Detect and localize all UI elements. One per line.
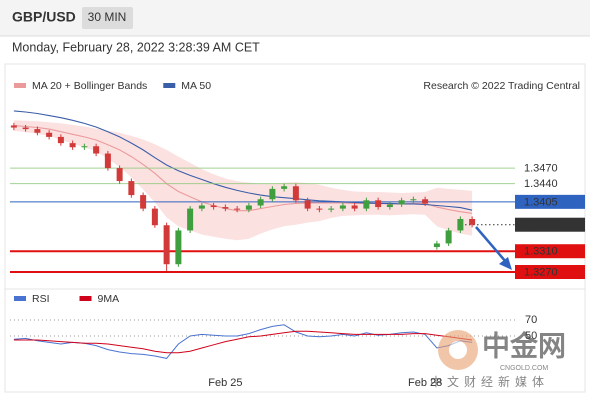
candle-body (46, 132, 53, 137)
candle-body (187, 208, 194, 231)
candle-body (34, 129, 41, 133)
price-label-box (515, 217, 585, 232)
watermark-logo-inner (449, 341, 467, 359)
candle-body (422, 199, 429, 204)
watermark: 中金网 CNGOLD.COM 中文财经新媒体 (430, 329, 566, 389)
candle-body (151, 208, 158, 226)
price-label-box (515, 265, 585, 280)
candle-body (363, 200, 370, 209)
price-label: 1.3270 (524, 266, 558, 278)
source: Research © 2022 Trading Central (423, 80, 580, 92)
legend-label: RSI (32, 293, 50, 305)
candle-body (304, 200, 311, 209)
candle-body (386, 204, 393, 208)
candle-body (269, 188, 276, 200)
price-label: 1.3470 (524, 162, 558, 174)
timeframe-badge[interactable] (82, 7, 133, 29)
candle-body (116, 168, 123, 182)
candle-body (457, 219, 464, 231)
candle-body (210, 205, 217, 208)
price-label: 1.3405 (524, 196, 558, 208)
candle-body (104, 153, 111, 169)
y-tick-label: 70 (525, 314, 537, 326)
price-label: 1.3310 (524, 246, 558, 258)
price-label: 1.3440 (524, 178, 558, 190)
forecast-arrowhead (499, 257, 512, 270)
y-tick-label: 50 (525, 330, 537, 342)
candle-body (245, 205, 252, 210)
moving-average (13, 110, 473, 211)
timestamp: Monday, February 28, 2022 3:28:39 AM CET (12, 40, 260, 54)
price-label-box (515, 194, 585, 209)
candle-body (445, 230, 452, 244)
indicator-line (13, 324, 473, 359)
candle-body (257, 199, 264, 206)
watermark-tagline: 中文财经新媒体 (430, 374, 549, 389)
candle-body (222, 207, 229, 209)
timeframe[interactable]: 30 MIN (88, 10, 127, 24)
candle-body (175, 230, 182, 265)
rsi-panel (4, 288, 586, 393)
candle-body (69, 143, 76, 148)
candle-body (433, 243, 440, 248)
candle-body (234, 208, 241, 210)
price-label-box (515, 244, 585, 259)
candle-body (469, 219, 476, 225)
candle-body (198, 205, 205, 209)
candle-body (351, 205, 358, 209)
x-tick-label: Feb 28 (408, 377, 442, 389)
x-tick-label: Feb 25 (208, 377, 242, 389)
candle-body (10, 125, 17, 128)
bollinger-band (13, 120, 473, 241)
symbol: GBP/USD (12, 9, 76, 25)
candle-body (375, 200, 382, 208)
legend-label: 9MA (98, 293, 120, 305)
watermark-site: CNGOLD.COM (500, 365, 548, 372)
legend-swatch (163, 83, 176, 88)
candle-body (328, 208, 335, 210)
candle-body (398, 200, 405, 205)
candle-body (410, 199, 417, 201)
legend-label: MA 20 + Bollinger Bands (32, 80, 147, 92)
candle-body (140, 195, 147, 209)
candle-body (292, 186, 299, 201)
forecast-arrow (475, 226, 507, 263)
candle-body (339, 205, 346, 209)
watermark-brand: 中金网 (482, 329, 566, 361)
legend-swatch (79, 296, 92, 301)
legend-swatch (14, 296, 26, 301)
price-label: 1.3361 (524, 219, 558, 231)
candle-body (93, 146, 100, 154)
candle-body (128, 181, 135, 196)
legend-swatch (14, 83, 26, 88)
candle-body (281, 186, 288, 189)
legend-label: MA 50 (181, 80, 211, 92)
candle-body (57, 136, 64, 144)
candle-body (316, 208, 323, 210)
candle-body (163, 225, 170, 265)
indicator-line (13, 330, 473, 354)
candle-body (22, 127, 29, 130)
candle-body (81, 146, 88, 148)
